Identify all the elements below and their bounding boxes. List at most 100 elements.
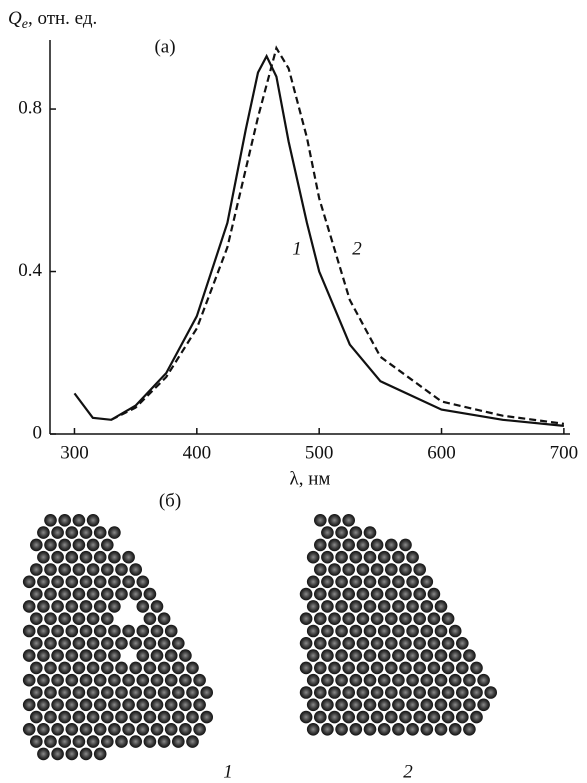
particle xyxy=(164,649,178,662)
particle xyxy=(314,587,327,601)
particle xyxy=(51,575,64,589)
particle xyxy=(463,649,476,662)
particle xyxy=(86,612,100,625)
particle xyxy=(72,735,86,748)
particle xyxy=(413,563,427,576)
particle xyxy=(370,661,384,675)
particle xyxy=(377,723,391,736)
particle xyxy=(122,698,135,712)
particle xyxy=(129,686,142,699)
y-tick-label: 0.4 xyxy=(18,260,42,281)
particle xyxy=(321,649,334,662)
particle xyxy=(79,649,93,662)
particle xyxy=(306,723,320,736)
particle xyxy=(22,624,36,638)
particle xyxy=(392,600,405,613)
particle xyxy=(335,575,348,589)
particle xyxy=(370,587,384,601)
particle xyxy=(65,698,79,712)
particle xyxy=(441,710,455,724)
particle xyxy=(328,710,341,724)
particle xyxy=(143,637,157,650)
y-label: Qe, отн. ед. xyxy=(8,8,97,32)
particle xyxy=(399,538,412,552)
particle xyxy=(51,649,64,662)
particle xyxy=(441,686,455,699)
particle xyxy=(157,661,171,675)
particle xyxy=(186,686,199,699)
particle xyxy=(186,710,199,724)
particle xyxy=(179,649,192,662)
particle xyxy=(306,698,320,712)
particle xyxy=(406,673,419,687)
particle xyxy=(470,661,483,675)
particle xyxy=(65,575,79,589)
particle xyxy=(299,612,313,625)
panel-b-label: (б) xyxy=(159,490,181,511)
particle xyxy=(30,661,43,675)
particle xyxy=(79,624,93,638)
particle xyxy=(349,723,363,736)
particle xyxy=(335,673,348,687)
particle xyxy=(306,575,320,589)
particle xyxy=(86,637,100,650)
particle xyxy=(51,550,64,564)
particle xyxy=(441,661,455,675)
particle xyxy=(328,563,341,576)
particle xyxy=(413,710,427,724)
particle xyxy=(342,587,356,601)
curve xyxy=(110,45,565,425)
particle xyxy=(406,698,419,712)
particle xyxy=(335,698,348,712)
particle xyxy=(427,661,441,675)
particle xyxy=(115,686,128,699)
particle xyxy=(65,723,79,736)
particle xyxy=(434,649,448,662)
particle xyxy=(37,600,50,613)
particle xyxy=(101,661,114,675)
y-label-unit: , отн. ед. xyxy=(28,8,97,29)
particle xyxy=(406,575,419,589)
particle xyxy=(86,735,100,748)
particle xyxy=(299,637,313,650)
particle xyxy=(306,600,320,613)
particle xyxy=(93,526,107,539)
particle xyxy=(328,612,341,625)
particle xyxy=(86,587,100,601)
particle xyxy=(200,710,213,724)
particle xyxy=(456,710,469,724)
particle xyxy=(306,624,320,638)
particle xyxy=(363,723,377,736)
y-tick-label: 0 xyxy=(33,422,43,443)
particle xyxy=(321,600,334,613)
particle xyxy=(406,600,419,613)
particle xyxy=(93,550,107,564)
particle xyxy=(377,550,391,564)
particle xyxy=(136,575,150,589)
particle xyxy=(93,575,107,589)
particle xyxy=(399,563,412,576)
particle xyxy=(306,673,320,687)
particle xyxy=(37,673,50,687)
particle xyxy=(456,661,469,675)
particle xyxy=(37,698,50,712)
x-tick-label: 400 xyxy=(183,442,212,463)
particle xyxy=(93,747,107,761)
particle xyxy=(399,661,412,675)
particle xyxy=(37,550,50,564)
particle xyxy=(349,550,363,564)
particle xyxy=(157,686,171,699)
particle xyxy=(37,624,50,638)
particle xyxy=(143,661,157,675)
particle xyxy=(456,637,469,650)
particle xyxy=(314,661,327,675)
particle xyxy=(385,710,398,724)
particle xyxy=(413,612,427,625)
particle xyxy=(314,686,327,699)
particle xyxy=(136,698,150,712)
array-label: 2 xyxy=(403,761,413,782)
particle xyxy=(79,600,93,613)
particle xyxy=(37,723,50,736)
particle xyxy=(157,637,171,650)
particle xyxy=(129,735,142,748)
